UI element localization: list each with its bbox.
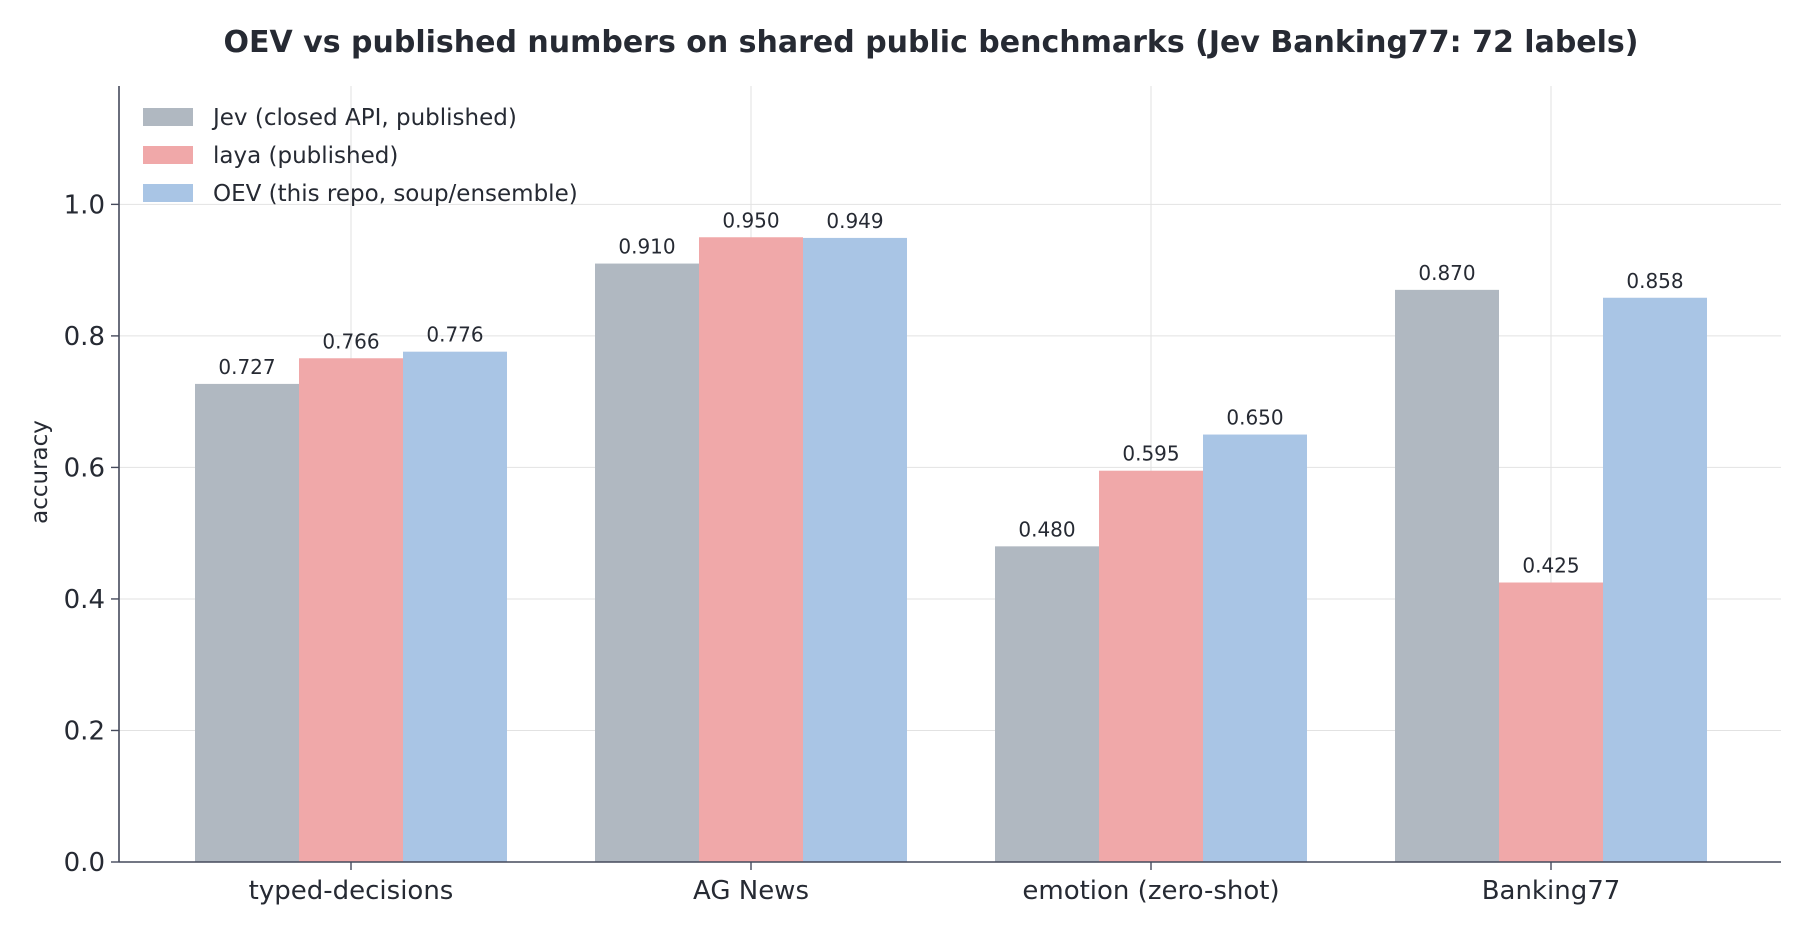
y-tick-label: 0.4 [64,585,105,615]
x-tick-label: Banking77 [1482,876,1621,906]
y-tick-label: 0.6 [64,453,105,483]
data-label: 0.870 [1418,261,1475,285]
bar [1203,434,1307,862]
bar [403,351,507,862]
legend-label: laya (published) [213,143,398,169]
data-label: 0.595 [1122,442,1179,466]
data-label: 0.766 [322,329,379,353]
x-tick-label: typed-decisions [249,876,454,906]
data-label: 0.910 [618,235,675,259]
legend-label: Jev (closed API, published) [211,105,517,131]
bar [803,237,907,862]
legend-swatch [143,108,193,126]
bar [1099,470,1203,862]
chart-title: OEV vs published numbers on shared publi… [224,25,1639,60]
data-label: 0.949 [826,209,883,233]
y-tick-label: 0.2 [64,716,105,746]
bar [699,237,803,862]
bar [1499,582,1603,862]
y-tick-label: 1.0 [64,190,105,220]
bar [595,263,699,862]
legend-swatch [143,146,193,164]
legend-label: OEV (this repo, soup/ensemble) [213,181,578,207]
y-tick-label: 0.8 [64,322,105,352]
data-labels: 0.727 0.910 0.480 0.870 0.766 0.950 0.595 0.425… [218,208,1683,577]
data-label: 0.480 [1018,517,1075,541]
legend: Jev (closed API, published) laya (publish… [143,105,578,207]
axes: 0.0 0.2 0.4 0.6 0.8 1.0 typed-decisions AG News… [64,86,1781,906]
bars [195,237,1707,863]
bar [1395,289,1499,863]
bar [1603,297,1707,862]
data-label: 0.858 [1626,269,1683,293]
legend-swatch [143,184,193,202]
bar [195,383,299,862]
x-tick-label: AG News [693,876,809,906]
y-tick-label: 0.0 [64,848,105,878]
bar [299,358,403,862]
data-label: 0.776 [426,323,483,347]
data-label: 0.425 [1522,554,1579,578]
bar [995,546,1099,862]
x-tick-label: emotion (zero-shot) [1022,876,1279,906]
data-label: 0.727 [218,355,275,379]
data-label: 0.650 [1226,406,1283,430]
y-axis-label: accuracy [27,420,53,524]
data-label: 0.950 [722,208,779,232]
